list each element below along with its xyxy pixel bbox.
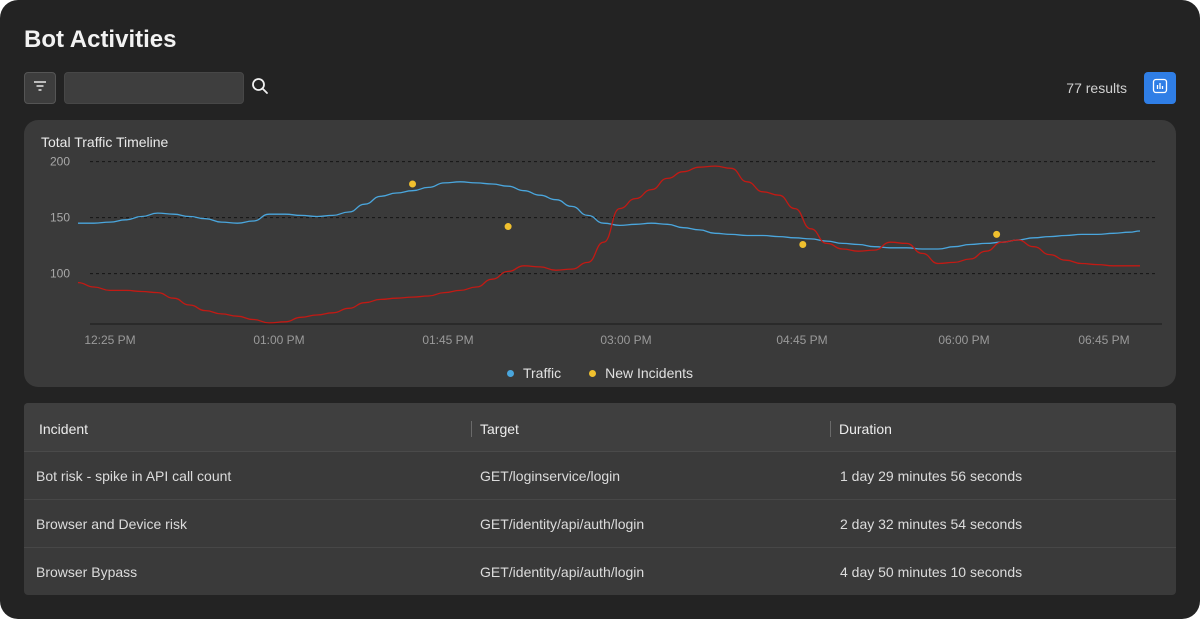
column-divider[interactable] [471, 421, 472, 437]
results-count: 77 results [1066, 80, 1127, 96]
x-tick-label: 01:00 PM [253, 333, 304, 347]
traffic-series-line [77, 181, 1141, 250]
table-row[interactable]: Browser Bypass GET/identity/api/auth/log… [24, 548, 1176, 595]
traffic-chart: 100 150 200 12:25 PM 01:00 PM 01:45 PM 03:00 P… [50, 155, 1162, 347]
traffic-chart-card: Total Traffic Timeline 100 150 200 12:25 PM… [24, 120, 1176, 387]
chart-view-button[interactable] [1144, 72, 1176, 104]
incidents-table: Incident Target Duration Bot risk - spik… [24, 403, 1176, 595]
incident-marker [993, 230, 1001, 238]
cell-target: GET/loginservice/login [480, 468, 621, 484]
y-tick-label: 150 [50, 211, 70, 225]
cell-incident: Browser and Device risk [36, 516, 187, 532]
legend-label: New Incidents [605, 365, 694, 381]
incidents-series-line [77, 165, 1140, 324]
cell-target: GET/identity/api/auth/login [480, 516, 645, 532]
legend-marker-new-incidents [589, 369, 597, 377]
cell-duration: 4 day 50 minutes 10 seconds [840, 564, 1023, 580]
chart-legend: Traffic New Incidents [24, 365, 1176, 381]
x-tick-label: 06:00 PM [938, 333, 989, 347]
search-icon [251, 77, 269, 100]
filter-icon [33, 79, 47, 97]
cell-incident: Bot risk - spike in API call count [36, 468, 232, 484]
table-row[interactable]: Bot risk - spike in API call count GET/l… [24, 452, 1176, 500]
incident-marker [409, 180, 417, 188]
table-row[interactable]: Browser and Device risk GET/identity/api… [24, 500, 1176, 548]
cell-target: GET/identity/api/auth/login [480, 564, 645, 580]
bar-chart-icon [1152, 78, 1168, 99]
legend-item-traffic[interactable]: Traffic [506, 365, 562, 381]
x-tick-label: 06:45 PM [1078, 333, 1129, 347]
legend-item-new-incidents[interactable]: New Incidents [589, 365, 693, 381]
cell-duration: 2 day 32 minutes 54 seconds [840, 516, 1023, 532]
legend-marker-traffic [506, 369, 514, 377]
page-title: Bot Activities [24, 26, 177, 53]
column-header-incident[interactable]: Incident [39, 421, 89, 437]
cell-incident: Browser Bypass [36, 564, 138, 580]
column-header-duration[interactable]: Duration [839, 421, 892, 437]
cell-duration: 1 day 29 minutes 56 seconds [840, 468, 1023, 484]
x-tick-label: 04:45 PM [776, 333, 827, 347]
chart-title: Total Traffic Timeline [41, 134, 169, 150]
column-divider[interactable] [830, 421, 831, 437]
table-header: Incident Target Duration [24, 403, 1176, 452]
incident-marker [504, 223, 512, 231]
x-tick-label: 01:45 PM [422, 333, 473, 347]
x-tick-label: 12:25 PM [84, 333, 135, 347]
legend-label: Traffic [522, 365, 562, 381]
y-tick-label: 100 [50, 267, 70, 281]
search-input[interactable] [64, 72, 244, 104]
incident-marker [799, 240, 807, 248]
filter-button[interactable] [24, 72, 56, 104]
column-header-target[interactable]: Target [480, 421, 519, 437]
search-button[interactable] [249, 77, 271, 99]
y-tick-label: 200 [50, 155, 70, 169]
x-tick-label: 03:00 PM [600, 333, 651, 347]
